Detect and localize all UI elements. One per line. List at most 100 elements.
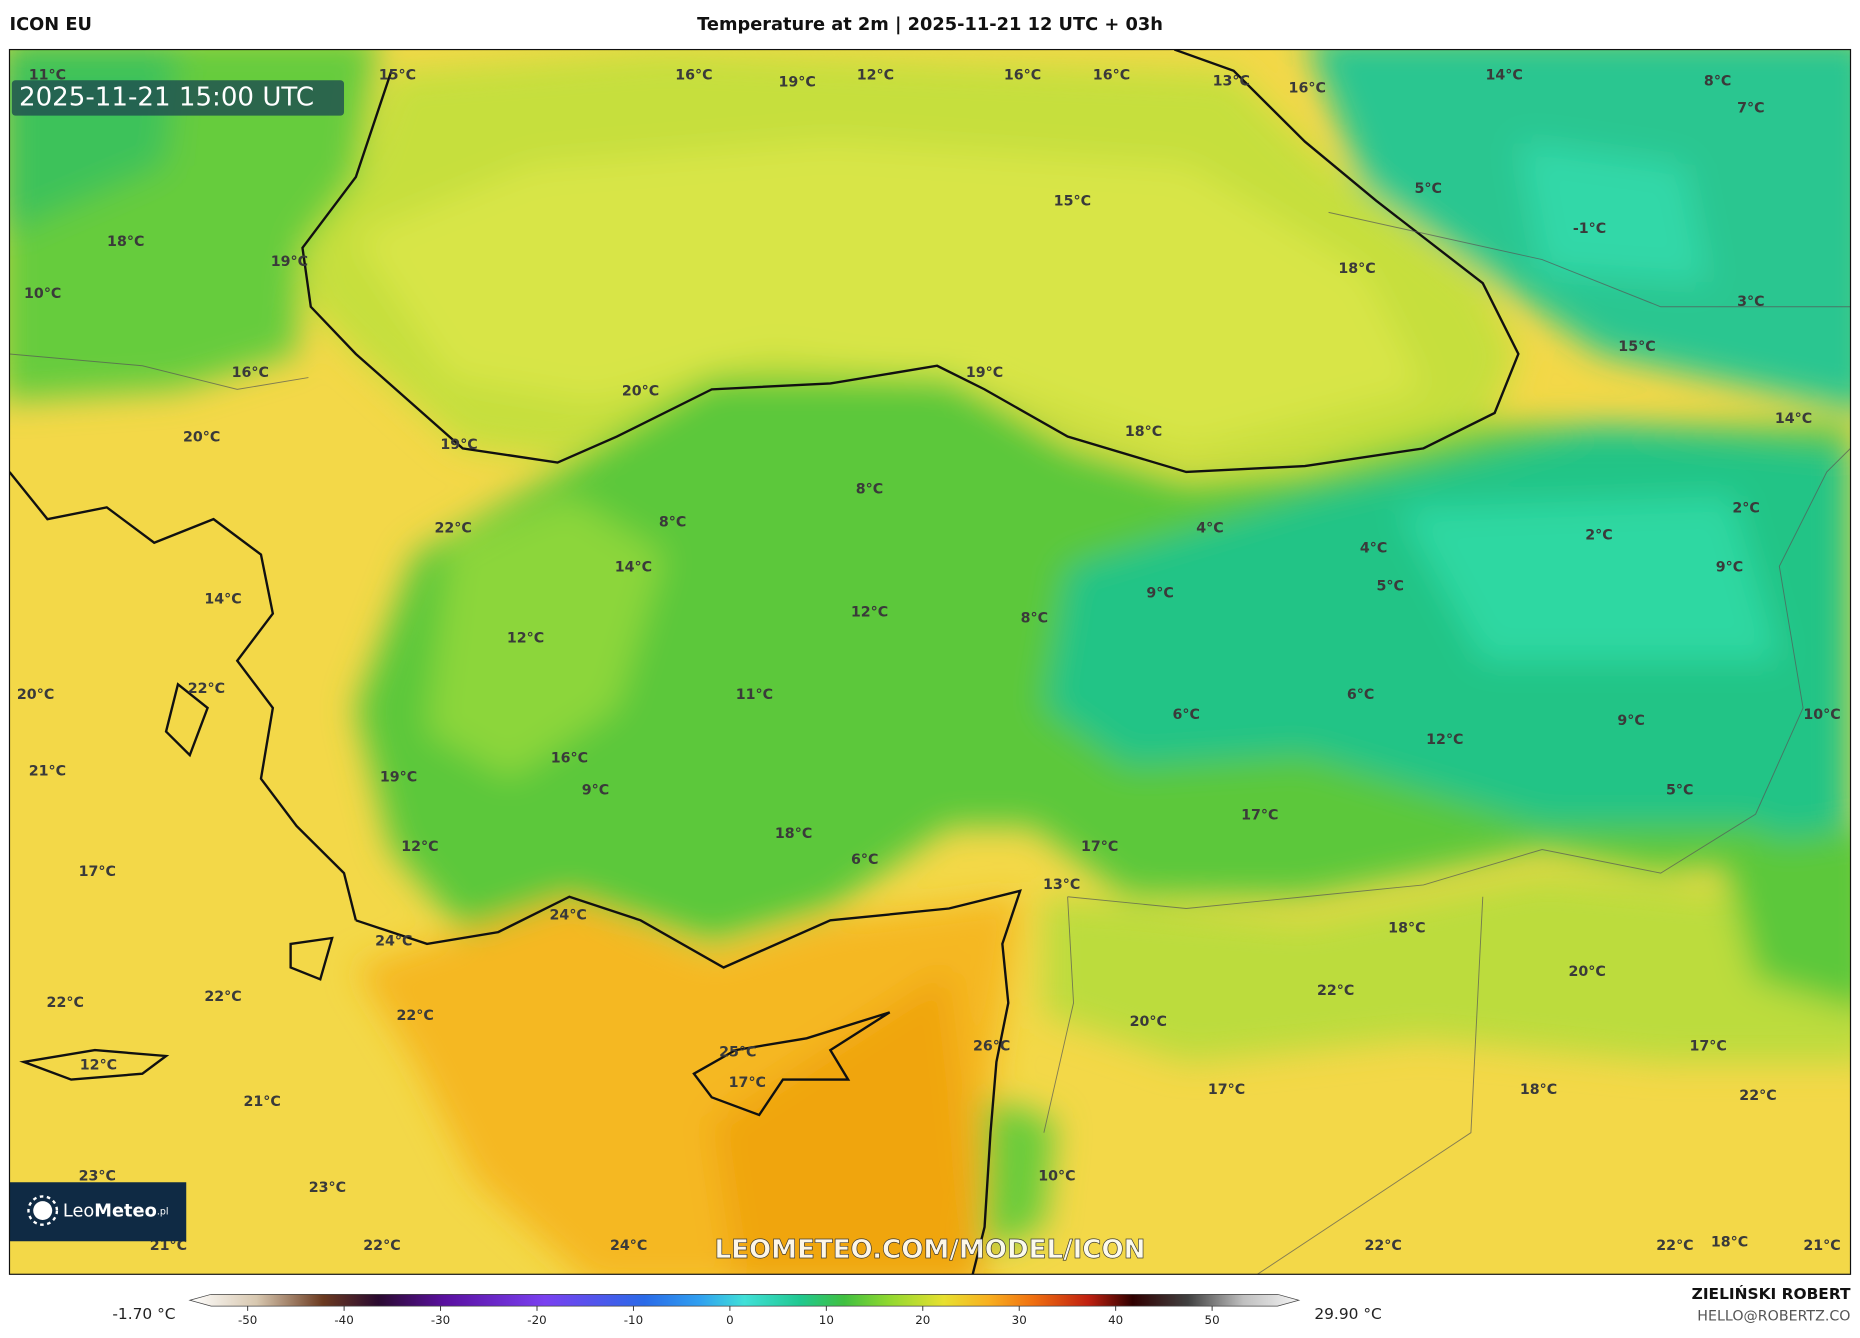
colorbar-tick-label: -20 bbox=[527, 1313, 546, 1327]
temperature-label: 11°C bbox=[29, 68, 66, 84]
colorbar-tick-label: -30 bbox=[431, 1313, 450, 1327]
temperature-label: 16°C bbox=[1093, 68, 1130, 84]
temperature-label: 18°C bbox=[1388, 921, 1425, 937]
logo-name-a: Leo bbox=[63, 1202, 94, 1222]
temperature-label: 23°C bbox=[309, 1180, 346, 1196]
watermark: LEOMETEO.COM/MODEL/ICON bbox=[715, 1235, 1146, 1265]
temperature-label: 16°C bbox=[1289, 81, 1326, 97]
temperature-label: 17°C bbox=[1081, 839, 1118, 855]
temperature-label: 22°C bbox=[1656, 1238, 1693, 1254]
colorbar-tick-label: 20 bbox=[915, 1313, 930, 1327]
temperature-label: 21°C bbox=[150, 1238, 187, 1254]
temperature-label: 14°C bbox=[615, 560, 652, 576]
temperature-label: 8°C bbox=[659, 515, 686, 531]
temperature-label: 17°C bbox=[1208, 1082, 1245, 1098]
temperature-label: 21°C bbox=[1803, 1238, 1840, 1254]
temperature-label: 18°C bbox=[775, 826, 812, 842]
temperature-label: 21°C bbox=[243, 1094, 280, 1110]
temperature-label: 9°C bbox=[1716, 560, 1743, 576]
temperature-label: 17°C bbox=[1241, 807, 1278, 823]
colorbar-tick-label: 50 bbox=[1205, 1313, 1220, 1327]
temperature-label: 22°C bbox=[434, 521, 471, 537]
temperature-label: 24°C bbox=[550, 908, 587, 924]
coastlines bbox=[9, 49, 1520, 1275]
temperature-label: 8°C bbox=[856, 482, 883, 498]
temperature-label: 5°C bbox=[1666, 783, 1693, 799]
temperature-label: 20°C bbox=[1568, 964, 1605, 980]
temperature-label: 16°C bbox=[1004, 68, 1041, 84]
map-title: Temperature at 2m | 2025-11-21 12 UTC + … bbox=[697, 15, 1163, 35]
temperature-label: 22°C bbox=[188, 681, 225, 697]
temperature-label: 22°C bbox=[204, 989, 241, 1005]
temperature-label: 5°C bbox=[1377, 578, 1404, 594]
temperature-label: 19°C bbox=[440, 437, 477, 453]
temperature-label: 25°C bbox=[719, 1044, 756, 1060]
temperature-label: 22°C bbox=[363, 1238, 400, 1254]
contact: HELLO@ROBERTZ.CO bbox=[1697, 1309, 1850, 1325]
colorbar-tick-label: 0 bbox=[726, 1313, 734, 1327]
temperature-label: 16°C bbox=[232, 365, 269, 381]
temperature-label: 17°C bbox=[729, 1075, 766, 1091]
temperature-label: 9°C bbox=[582, 783, 609, 799]
temperature-label: 4°C bbox=[1196, 521, 1223, 537]
map-frame bbox=[8, 48, 1852, 1275]
temperature-label: 14°C bbox=[204, 591, 241, 607]
max-label: 29.90 °C bbox=[1314, 1305, 1381, 1323]
temperature-label: 19°C bbox=[778, 75, 815, 91]
logo-text: LeoMeteo.pl bbox=[63, 1202, 169, 1222]
temperature-label: 12°C bbox=[80, 1057, 117, 1073]
timestamp: 2025-11-21 15:00 UTC bbox=[19, 82, 314, 112]
temperature-label: 18°C bbox=[107, 234, 144, 250]
temperature-label: 18°C bbox=[1338, 261, 1375, 277]
temperature-label: 17°C bbox=[1689, 1039, 1726, 1055]
temperature-label: 10°C bbox=[24, 286, 61, 302]
temperature-label: 15°C bbox=[379, 68, 416, 84]
colorbar-tick-label: -40 bbox=[334, 1313, 353, 1327]
temperature-label: 7°C bbox=[1737, 101, 1764, 117]
temperature-label: 6°C bbox=[1347, 687, 1374, 703]
logo-icon bbox=[27, 1195, 59, 1226]
map: 11°C 15°C 16°C 19°C 12°C 16°C 16°C 13°C 16°C 14°C… bbox=[9, 49, 1851, 1275]
colorbar-tick-label: 10 bbox=[819, 1313, 834, 1327]
temperature-labels: 11°C 15°C 16°C 19°C 12°C 16°C 16°C 13°C 16°C 14°C… bbox=[17, 68, 1841, 1254]
temperature-label: 23°C bbox=[79, 1168, 116, 1184]
temperature-label: 22°C bbox=[397, 1008, 434, 1024]
temperature-label: 2°C bbox=[1732, 501, 1759, 517]
temperature-label: 21°C bbox=[29, 764, 66, 780]
temperature-label: 22°C bbox=[1364, 1238, 1401, 1254]
temperature-label: 12°C bbox=[507, 630, 544, 646]
temperature-label: 19°C bbox=[966, 365, 1003, 381]
temperature-label: 20°C bbox=[1130, 1014, 1167, 1030]
temperature-label: 10°C bbox=[1803, 707, 1840, 723]
temperature-label: 9°C bbox=[1617, 713, 1644, 729]
temperature-label: 20°C bbox=[17, 687, 54, 703]
temperature-label: 8°C bbox=[1704, 73, 1731, 89]
temperature-label: 8°C bbox=[1021, 610, 1048, 626]
temperature-field bbox=[9, 49, 1851, 1275]
temperature-label: 6°C bbox=[851, 852, 878, 868]
temperature-label: 24°C bbox=[610, 1238, 647, 1254]
temperature-label: 9°C bbox=[1146, 586, 1173, 602]
temperature-label: 14°C bbox=[1485, 68, 1522, 84]
temperature-label: 5°C bbox=[1414, 181, 1441, 197]
temperature-label: 10°C bbox=[1038, 1168, 1075, 1184]
temperature-label: 12°C bbox=[1426, 732, 1463, 748]
temperature-label: 17°C bbox=[79, 864, 116, 880]
temperature-label: 12°C bbox=[851, 604, 888, 620]
temperature-label: 14°C bbox=[1775, 411, 1812, 427]
temperature-label: 15°C bbox=[1618, 339, 1655, 355]
temperature-label: 19°C bbox=[380, 770, 417, 786]
borders bbox=[9, 211, 1851, 1275]
temperature-label: 13°C bbox=[1043, 877, 1080, 893]
colorbar-tick-label: 30 bbox=[1012, 1313, 1027, 1327]
colorbar-tick-label: -10 bbox=[624, 1313, 643, 1327]
temperature-label: 22°C bbox=[1317, 983, 1354, 999]
temperature-label: 18°C bbox=[1711, 1234, 1748, 1250]
temperature-label: 3°C bbox=[1737, 294, 1764, 310]
temperature-label: 24°C bbox=[375, 934, 412, 950]
min-label: -1.70 °C bbox=[112, 1305, 175, 1323]
temperature-label: 11°C bbox=[736, 687, 773, 703]
colorbar-tick-label: 40 bbox=[1108, 1313, 1123, 1327]
